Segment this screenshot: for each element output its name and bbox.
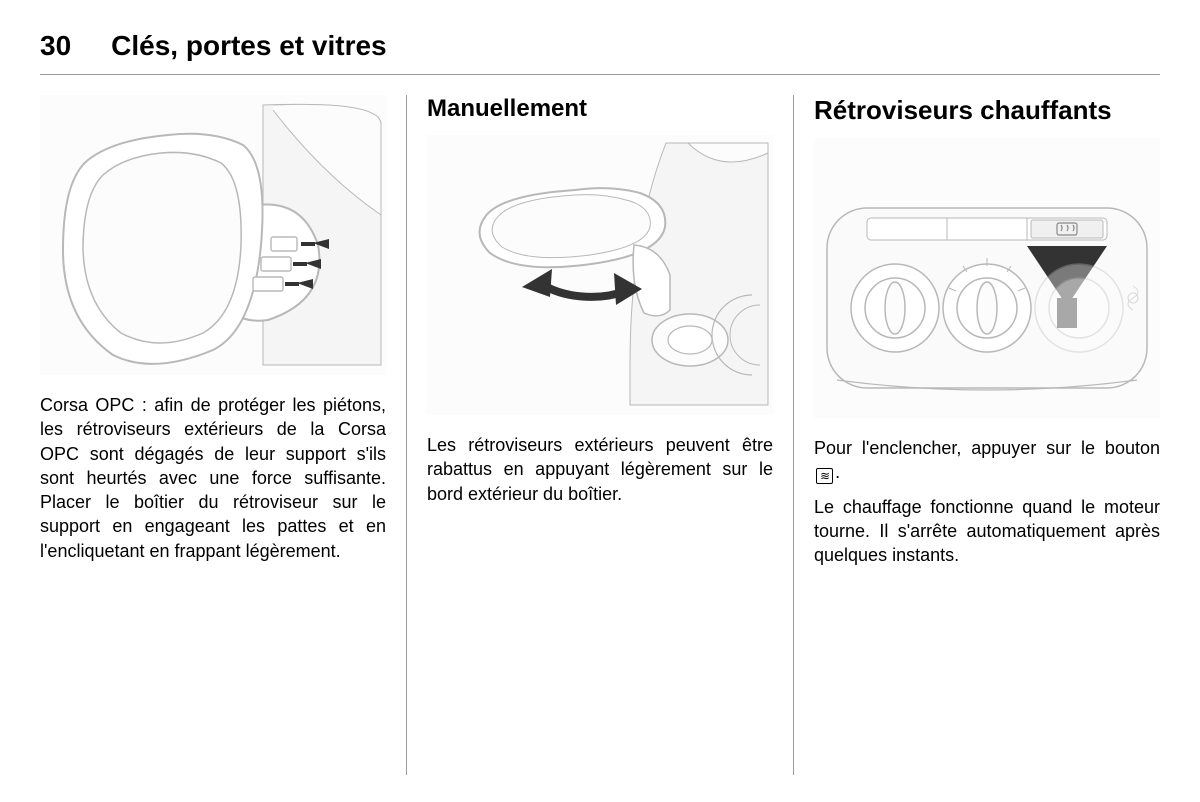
content-columns: Corsa OPC : afin de protéger les piétons… bbox=[40, 95, 1160, 775]
right-body-text-1: Pour l'enclencher, appuyer sur le bouton… bbox=[814, 436, 1160, 485]
right-body1-suffix: . bbox=[835, 462, 840, 482]
column-right: Rétroviseurs chauffants bbox=[794, 95, 1160, 775]
page-number: 30 bbox=[40, 30, 71, 62]
right-body1-prefix: Pour l'enclencher, appuyer sur le bouton bbox=[814, 438, 1160, 458]
column-left: Corsa OPC : afin de protéger les piétons… bbox=[40, 95, 407, 775]
mirror-detach-svg bbox=[40, 95, 386, 375]
column-middle: Manuellement bbox=[407, 95, 794, 775]
section-title: Clés, portes et vitres bbox=[111, 30, 386, 62]
page-header: 30 Clés, portes et vitres bbox=[40, 30, 1160, 75]
defrost-icon: ≋ bbox=[816, 468, 833, 484]
hvac-panel-svg bbox=[814, 138, 1160, 418]
mirror-fold-svg bbox=[427, 135, 773, 415]
right-body-text-2: Le chauffage fonctionne quand le moteur … bbox=[814, 495, 1160, 568]
left-body-text: Corsa OPC : afin de protéger les piétons… bbox=[40, 393, 386, 563]
middle-heading: Manuellement bbox=[427, 95, 773, 123]
right-heading: Rétroviseurs chauffants bbox=[814, 95, 1160, 126]
middle-body-text: Les rétroviseurs extérieurs peuvent être… bbox=[427, 433, 773, 506]
illustration-mirror-fold bbox=[427, 135, 773, 415]
illustration-hvac-panel bbox=[814, 138, 1160, 418]
illustration-mirror-detach bbox=[40, 95, 386, 375]
